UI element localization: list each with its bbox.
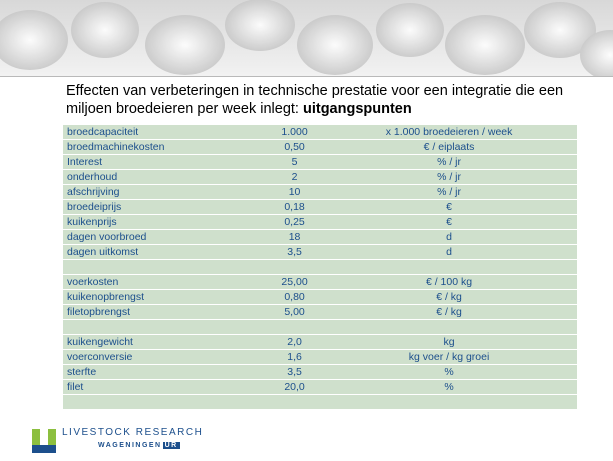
spacer-cell [321,395,577,410]
spacer-cell [321,320,577,335]
param-label: voerconversie [63,350,268,365]
param-label: broedmachinekosten [63,140,268,155]
param-value: 3,5 [268,245,321,260]
param-unit: kg [321,335,577,350]
spacer-cell [268,260,321,275]
banner-photo [0,0,613,76]
param-label: Interest [63,155,268,170]
param-value: 10 [268,185,321,200]
param-value: 0,50 [268,140,321,155]
param-label: sterfte [63,365,268,380]
divider [0,76,613,77]
logo-icon [30,427,58,455]
param-value: 1.000 [268,125,321,140]
param-label: dagen uitkomst [63,245,268,260]
param-value: 0,80 [268,290,321,305]
spacer-row [63,260,577,275]
spacer-row [63,395,577,410]
param-unit: € / eiplaats [321,140,577,155]
spacer-cell [63,395,268,410]
logo-text: LIVESTOCK RESEARCH [62,427,203,438]
param-unit: kg voer / kg groei [321,350,577,365]
param-unit: % [321,380,577,395]
param-label: kuikenprijs [63,215,268,230]
param-label: filet [63,380,268,395]
param-label: broedeiprijs [63,200,268,215]
spacer-cell [63,320,268,335]
param-label: voerkosten [63,275,268,290]
param-unit: € / kg [321,305,577,320]
param-unit: d [321,245,577,260]
param-unit: € [321,200,577,215]
param-label: filetopbrengst [63,305,268,320]
param-value: 2,0 [268,335,321,350]
param-value: 0,25 [268,215,321,230]
spacer-row [63,320,577,335]
logo-org: WAGENINGEN [98,442,162,449]
param-unit: € / 100 kg [321,275,577,290]
param-unit: % / jr [321,170,577,185]
param-label: kuikenopbrengst [63,290,268,305]
param-value: 5 [268,155,321,170]
param-value: 18 [268,230,321,245]
param-value: 2 [268,170,321,185]
slide: Effecten van verbeteringen in technische… [0,0,613,461]
param-value: 0,18 [268,200,321,215]
logo-badge: UR [163,442,180,449]
spacer-cell [268,320,321,335]
spacer-cell [63,260,268,275]
param-label: onderhoud [63,170,268,185]
param-label: kuikengewicht [63,335,268,350]
param-label: dagen voorbroed [63,230,268,245]
param-value: 25,00 [268,275,321,290]
spacer-cell [268,395,321,410]
param-label: broedcapaciteit [63,125,268,140]
param-label: afschrijving [63,185,268,200]
title-emphasis: uitgangspunten [303,101,412,117]
param-value: 1,6 [268,350,321,365]
slide-title: Effecten van verbeteringen in technische… [66,82,586,118]
spacer-cell [321,260,577,275]
param-value: 5,00 [268,305,321,320]
param-unit: x 1.000 broedeieren / week [321,125,577,140]
param-value: 3,5 [268,365,321,380]
param-unit: € / kg [321,290,577,305]
param-unit: € [321,215,577,230]
param-unit: d [321,230,577,245]
param-value: 20,0 [268,380,321,395]
param-unit: % / jr [321,185,577,200]
param-unit: % / jr [321,155,577,170]
param-unit: % [321,365,577,380]
